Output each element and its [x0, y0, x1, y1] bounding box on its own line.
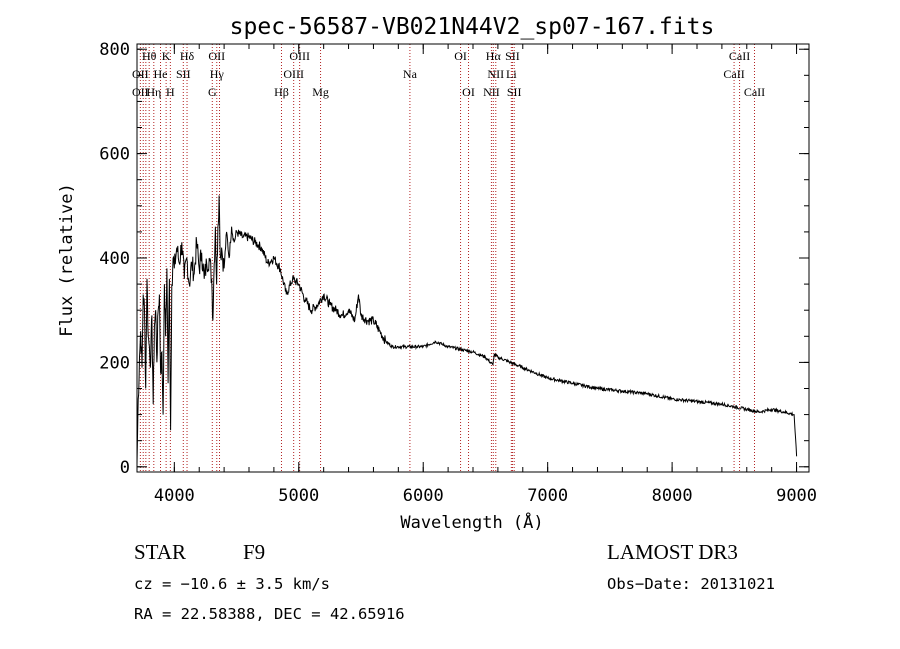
obs-date: Obs−Date: 20131021 [607, 575, 775, 593]
marker-label-18: OII [132, 85, 149, 99]
y-tick-label-0: 0 [120, 458, 130, 478]
coordinates: RA = 22.58388, DEC = 42.65916 [134, 605, 405, 623]
marker-label-11: SII [176, 67, 191, 81]
marker-label-0: Hθ [142, 49, 157, 63]
x-tick-label-1: 5000 [278, 486, 319, 506]
marker-label-14: Na [403, 67, 418, 81]
marker-label-4: OIII [289, 49, 310, 63]
x-tick-label-3: 7000 [527, 486, 568, 506]
marker-label-10: He [154, 67, 168, 81]
marker-label-21: G [208, 85, 217, 99]
redshift-cz: cz = −10.6 ± 3.5 km/s [134, 575, 330, 593]
marker-label-25: NII [483, 85, 500, 99]
marker-label-7: SII [505, 49, 520, 63]
marker-label-27: CaII [744, 85, 765, 99]
marker-label-20: H [166, 85, 175, 99]
axis-ticks: 4000 5000 6000 7000 8000 9000 0 200 400 600 800 [99, 40, 817, 506]
marker-label-16: Li [506, 67, 517, 81]
object-subclass: F9 [243, 540, 266, 564]
x-tick-label-5: 9000 [776, 486, 817, 506]
marker-label-5: OI [454, 49, 467, 63]
spectrum-line [136, 195, 798, 465]
marker-label-22: Hβ [274, 85, 289, 99]
marker-label-1: K [162, 49, 171, 63]
marker-label-26: SII [507, 85, 522, 99]
x-axis-label: Wavelength (Å) [400, 511, 543, 533]
chart-title: spec-56587-VB021N44V2_sp07-167.fits [230, 14, 715, 40]
marker-label-23: Mg [312, 85, 329, 99]
y-axis-label: Flux (relative) [57, 183, 77, 337]
marker-label-2: Hδ [180, 49, 195, 63]
marker-label-19: Hη [146, 85, 161, 99]
x-tick-label-2: 6000 [403, 486, 444, 506]
marker-label-13: OIII [283, 67, 304, 81]
y-tick-label-4: 800 [99, 40, 130, 60]
plot-frame [136, 43, 810, 473]
marker-label-3: OII [208, 49, 225, 63]
marker-label-12: Hγ [210, 67, 225, 81]
y-tick-label-2: 400 [99, 249, 130, 269]
marker-label-6: Hα [486, 49, 502, 63]
marker-label-24: OI [462, 85, 475, 99]
object-class: STAR [134, 540, 186, 564]
marker-label-15: NII [487, 67, 504, 81]
x-tick-label-4: 8000 [652, 486, 693, 506]
marker-label-8: CaII [729, 49, 750, 63]
y-tick-label-1: 200 [99, 353, 130, 373]
y-tick-label-3: 600 [99, 145, 130, 165]
marker-label-17: CaII [723, 67, 744, 81]
survey-label: LAMOST DR3 [607, 540, 738, 564]
marker-label-9: OII [132, 67, 149, 81]
x-tick-label-0: 4000 [154, 486, 195, 506]
